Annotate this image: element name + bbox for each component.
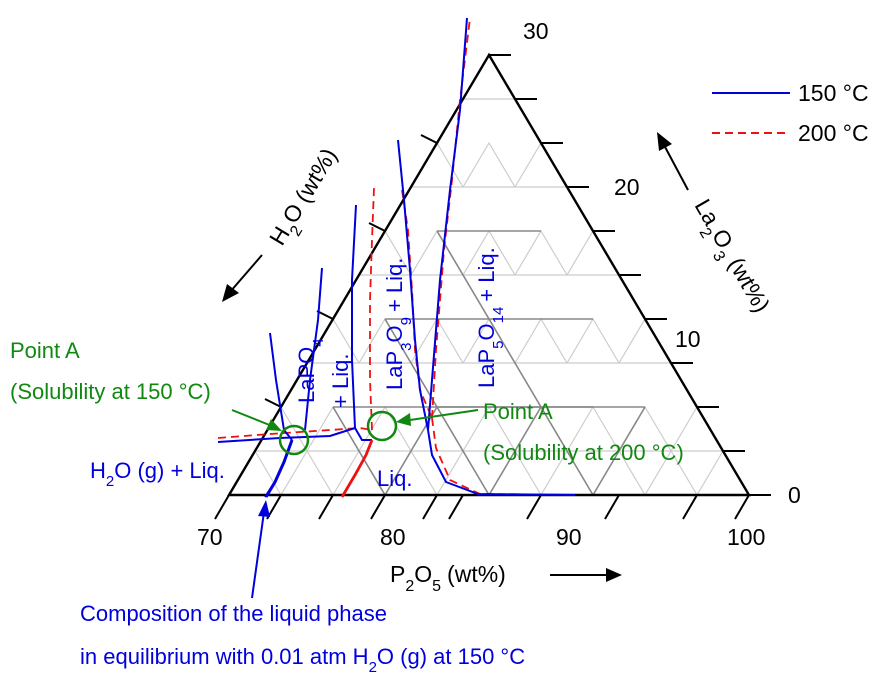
legend-200-label: 200 °C [798,120,869,146]
svg-text:H2O (g) + Liq.: H2O (g) + Liq. [90,458,225,490]
point-a-150-title: Point A [10,338,80,363]
region-lap5o14-label: LaP5O14+ Liq. [474,247,507,388]
region-lapo4-label: LaPO4 + Liq. [294,338,353,408]
p2o5-arrow [550,568,622,582]
svg-text:P2O5(wt%): P2O5 (wt%) [390,561,506,595]
tick-label-90: 90 [556,524,582,550]
svg-text:La2O3(wt%): La2O3(wt%) [683,195,775,321]
curve-200-lower-solid [340,439,374,498]
region-lap3o9-label: LaP3O9+ Liq. [382,258,415,390]
la2o3-arrow [657,132,689,191]
curve-200-left [217,427,373,439]
svg-text:LaP3O9+ Liq.: LaP3O9+ Liq. [382,258,415,390]
tick-label-30: 30 [523,18,549,44]
annotation-line1: Composition of the liquid phase [80,601,387,626]
point-a-150-circle [278,424,310,456]
curve-200-lap3o9 [369,187,375,431]
h2o-arrow [222,254,263,302]
legend: 150 °C 200 °C [712,80,869,146]
tick-label-20: 20 [614,174,640,200]
curve-200-lap5o14 [431,17,471,419]
region-liq-label: Liq. [377,466,412,491]
tick-label-0: 0 [788,482,801,508]
tick-label-70: 70 [197,524,223,550]
svg-text:LaP5O14+ Liq.: LaP5O14+ Liq. [474,247,507,388]
curve-150-h2o [217,427,356,443]
curve-150-lap5o14 [427,17,468,431]
h2o-axis-title: H2O(wt%) [264,143,349,253]
curve-150-lap3o9-left [351,204,357,429]
svg-text:LaPO4: LaPO4 [294,338,327,403]
legend-150-label: 150 °C [798,80,869,106]
annotation-line2: in equilibrium with 0.01 atm H2O (g) at … [80,644,525,676]
point-a-200-title: Point A [483,399,553,424]
curve-150-lap3o9-mid [354,427,372,441]
point-a-200-circle [366,410,398,442]
svg-text:+ Liq.: + Liq. [328,354,353,408]
point-a-200-arrow [396,409,479,426]
curve-150-lap3o9-right [397,139,429,431]
point-a-150-subtitle: (Solubility at 150 °C) [10,379,211,404]
curve-150-lapo4-b [304,267,323,431]
curve-200-liq [431,417,576,496]
region-h2o-liq-label: H2O (g) + Liq. [90,458,225,490]
tick-label-100: 100 [727,524,765,550]
point-a-150-arrow [231,409,282,431]
annotation-arrow [251,500,270,599]
p2o5-axis-title: P2O5 (wt%) [390,561,506,595]
tick-label-80: 80 [380,524,406,550]
curve-150-liq [427,429,576,496]
point-a-200-subtitle: (Solubility at 200 °C) [483,440,684,465]
curve-150-bold-lower [264,439,294,498]
svg-text:H2O(wt%): H2O(wt%) [264,143,349,253]
major-grid [332,230,646,496]
tick-label-10: 10 [675,326,701,352]
la2o3-axis-title: La2O3(wt%) [683,195,776,321]
curve-150-lapo4-a [269,332,293,441]
